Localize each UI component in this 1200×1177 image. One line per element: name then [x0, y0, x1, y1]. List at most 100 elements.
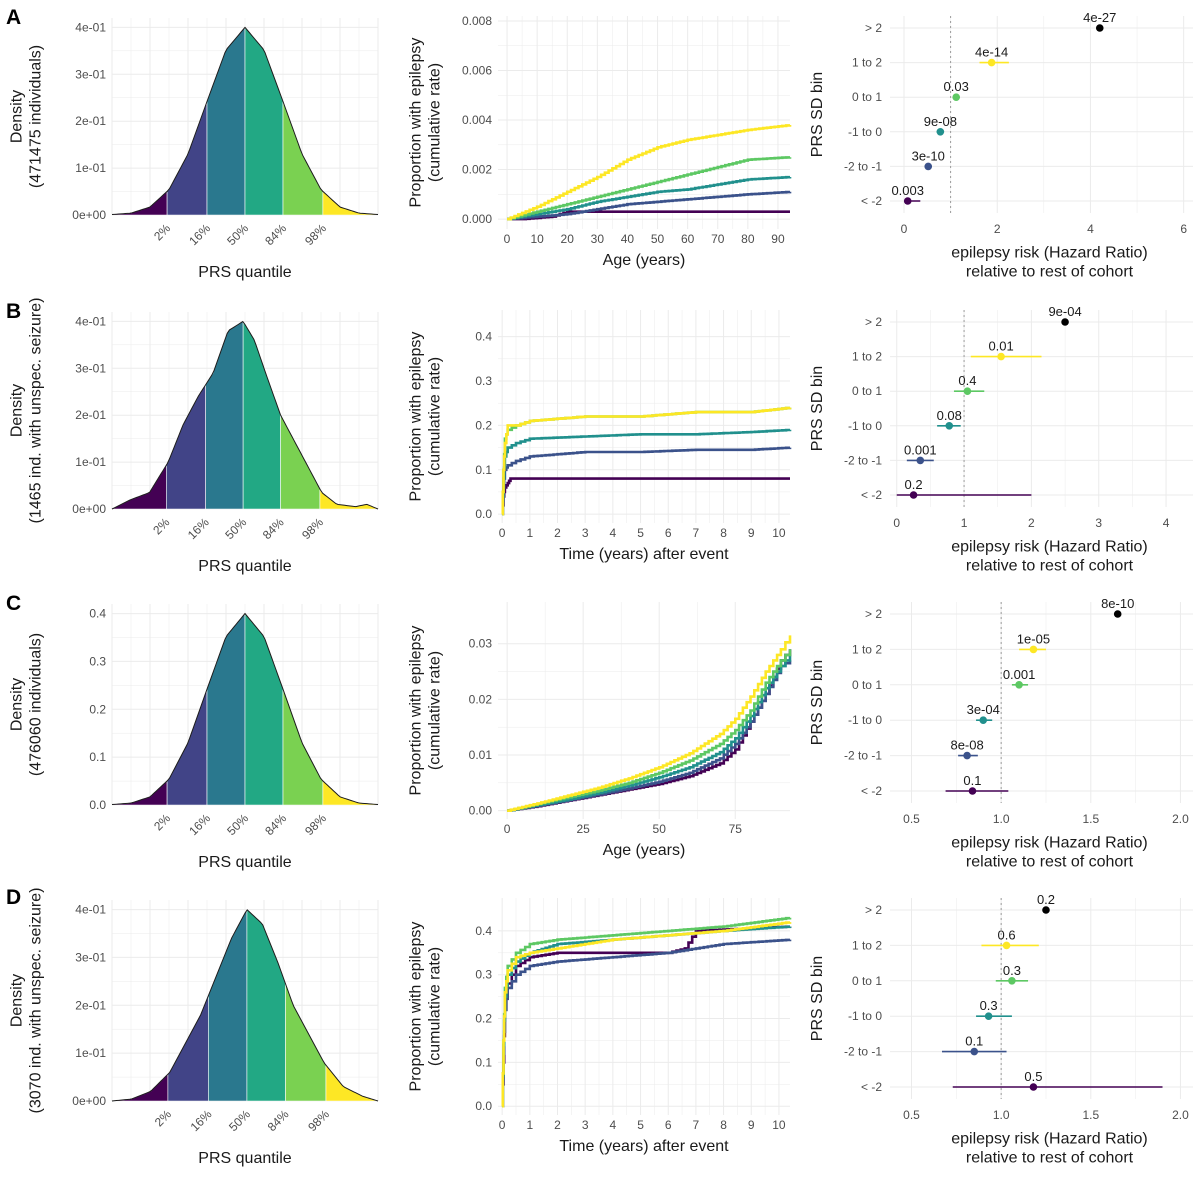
forest-x-tick-label: 0: [893, 516, 900, 530]
forest-x-tick-label: 0: [901, 222, 908, 236]
cum-x-tick-label: 90: [771, 232, 785, 246]
cum-y-tick-label: 0.2: [475, 418, 492, 432]
cum-series-line-0: [501, 477, 790, 516]
forest-point: [1002, 941, 1011, 950]
density-y-tick-label: 2e-01: [75, 998, 106, 1012]
cum-y-tick-label: 0.3: [475, 968, 492, 982]
forest-x-axis-title-line: epilepsy risk (Hazard Ratio): [951, 1131, 1148, 1148]
forest-y-tick-label: < -2: [861, 488, 882, 502]
forest-y-tick-label: > 2: [865, 21, 882, 35]
cum-series-line-4: [501, 921, 792, 1108]
density-y-tick-label: 4e-01: [75, 20, 106, 34]
cum-y-tick-label: 0.000: [462, 212, 492, 226]
density-y-axis-title-line: (476060 individuals): [28, 633, 45, 776]
forest-point: [945, 422, 954, 430]
cum-y-tick-label: 0.004: [462, 113, 492, 127]
forest-y-tick-label: > 2: [865, 903, 882, 917]
panel-letter-d: D: [6, 886, 21, 909]
cum-x-tick-label: 9: [748, 1118, 755, 1132]
forest-x-tick-label: 0.5: [903, 1108, 920, 1122]
cum-y-tick-label: 0.008: [462, 14, 492, 28]
density-segment: [206, 612, 246, 806]
cum-series-line-2: [507, 654, 792, 812]
cum-x-tick-label: 0: [499, 526, 506, 540]
forest-point: [1061, 318, 1069, 326]
cum-x-tick-label: 6: [665, 526, 672, 540]
forest-x-tick-label: 4: [1087, 222, 1094, 236]
cum-x-tick-label: 2: [554, 1118, 561, 1132]
forest-x-tick-label: 3: [1095, 516, 1102, 530]
density-y-tick-label: 3e-01: [75, 361, 106, 375]
density-y-axis-title: Density (3070 ind. with unspec. seizure): [9, 888, 45, 1114]
cum-y-tick-label: 0.006: [462, 63, 492, 77]
forest-x-axis-title-line: relative to rest of cohort: [966, 854, 1134, 871]
forest-pvalue-label: 0.001: [904, 442, 937, 457]
forest-pvalue-label: 0.2: [905, 477, 923, 492]
cum-x-tick-label: 20: [561, 232, 575, 246]
cum-x-tick-label: 0: [504, 822, 511, 836]
density-quantile-label: 98%: [302, 811, 329, 838]
forest-point: [1008, 977, 1016, 985]
density-x-axis-title: PRS quantile: [198, 558, 291, 575]
cum-y-tick-label: 0.1: [475, 1055, 492, 1069]
density-segment: [246, 908, 286, 1102]
density-quantile-label: 50%: [224, 811, 251, 838]
forest-pvalue-label: 0.03: [944, 79, 969, 94]
density-segment: [244, 26, 284, 216]
panel-letter-b: B: [6, 300, 21, 323]
forest-pvalue-label: 9e-08: [924, 114, 957, 129]
forest-y-tick-label: 1 to 2: [852, 56, 882, 70]
forest-y-tick-label: < -2: [861, 1080, 882, 1094]
forest-y-axis-title-line: PRS SD bin: [809, 660, 826, 745]
cum-y-tick-label: 0.0: [475, 507, 492, 521]
cum-series-line-4: [507, 635, 792, 812]
density-y-tick-label: 0.0: [89, 798, 106, 812]
forest-x-tick-label: 1: [961, 516, 968, 530]
forest-y-tick-label: -1 to 0: [848, 125, 882, 139]
cum-x-tick-label: 4: [610, 526, 617, 540]
forest-point: [924, 162, 933, 171]
density-segment: [166, 383, 206, 510]
cum-x-axis-title: Time (years) after event: [559, 1138, 729, 1155]
density-segment: [111, 464, 167, 510]
forest-y-tick-label: -1 to 0: [848, 713, 882, 727]
density-quantile-label: 98%: [299, 515, 326, 542]
cum-y-axis-title-line: Proportion with epilepsy: [408, 922, 425, 1092]
forest-x-axis-title: epilepsy risk (Hazard Ratio) relative to …: [951, 835, 1148, 871]
cum-series-line-4: [501, 406, 792, 516]
forest-x-axis-title-line: relative to rest of cohort: [966, 264, 1134, 281]
cum-y-tick-label: 0.4: [475, 924, 492, 938]
cum-x-tick-label: 9: [748, 526, 755, 540]
density-quantile-label: 16%: [186, 221, 213, 248]
forest-pvalue-label: 0.003: [891, 183, 924, 198]
forest-point: [979, 716, 988, 724]
forest-point: [952, 93, 960, 101]
density-y-tick-label: 4e-01: [75, 903, 106, 917]
forest-x-axis-title-line: epilepsy risk (Hazard Ratio): [951, 835, 1148, 852]
density-y-axis-title: Density (476060 individuals): [9, 633, 45, 776]
cum-x-tick-label: 5: [637, 1118, 644, 1132]
forest-pvalue-label: 3e-04: [967, 702, 1000, 717]
cum-x-tick-label: 60: [681, 232, 695, 246]
cum-x-tick-label: 8: [720, 1118, 727, 1132]
forest-x-tick-label: 2: [1028, 516, 1035, 530]
density-x-axis-title: PRS quantile: [198, 1150, 291, 1167]
forest-y-tick-label: -2 to -1: [844, 453, 882, 467]
cum-x-axis-title: Age (years): [603, 842, 686, 859]
forest-y-tick-label: -1 to 0: [848, 1009, 882, 1023]
cum-x-tick-label: 25: [576, 822, 590, 836]
forest-y-tick-label: 1 to 2: [852, 350, 882, 364]
forest-point: [916, 456, 925, 465]
density-y-tick-label: 1e-01: [75, 455, 106, 469]
density-y-axis-title-line: (471475 individuals): [28, 45, 45, 188]
forest-y-axis-title-line: PRS SD bin: [809, 72, 826, 157]
cum-x-axis-title: Age (years): [603, 252, 686, 269]
density-quantile-label: 98%: [302, 221, 329, 248]
density-quantile-label: 2%: [150, 515, 172, 537]
forest-pvalue-label: 3e-10: [912, 148, 945, 163]
forest-y-axis-title: PRS SD bin: [809, 956, 826, 1041]
forest-point: [1015, 681, 1023, 689]
density-quantile-label: 2%: [151, 811, 173, 833]
density-quantile-label: 16%: [185, 515, 212, 542]
forest-y-tick-label: -2 to -1: [844, 1045, 882, 1059]
